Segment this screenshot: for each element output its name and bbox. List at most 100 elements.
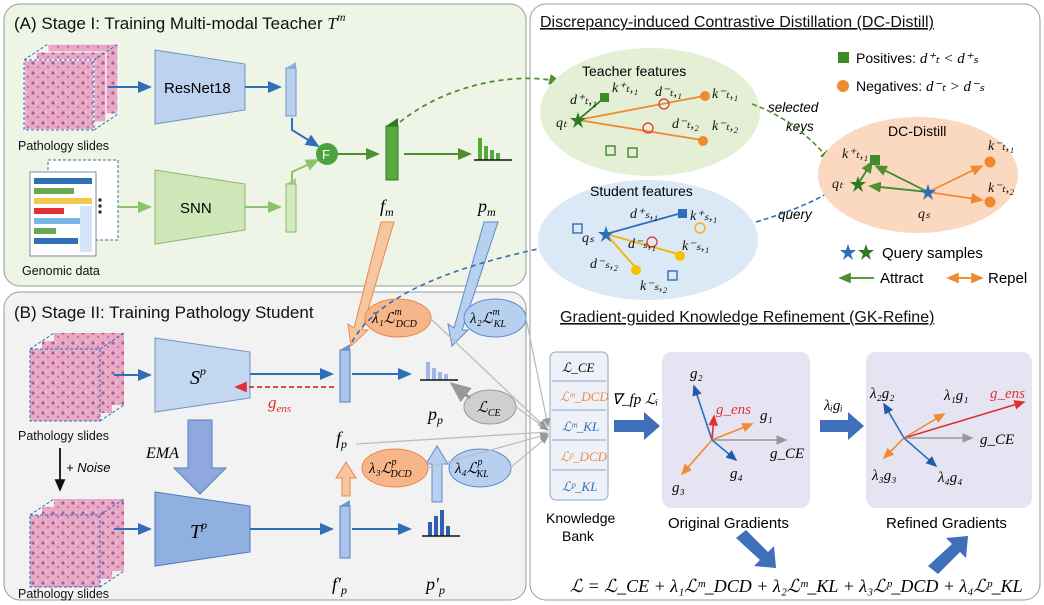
ema-label: EMA [145, 445, 179, 462]
stage1-title: (A) Stage I: Training Multi-modal Teache… [14, 10, 346, 33]
pathology-label-2: Pathology slides [18, 429, 109, 443]
orig-vec-5: g₃ [672, 480, 685, 496]
query-samples-legend-icon [840, 244, 874, 260]
dc-teacher-label-2: d⁻ₜ,₁ [655, 85, 682, 100]
loss-l2-text: λ₂ℒm KL [469, 307, 506, 330]
pathology-stack-3 [29, 498, 125, 588]
fp-label: fp [336, 428, 347, 451]
orig-vec-3: g_CE [770, 446, 804, 462]
resnet18-block [154, 49, 246, 125]
fm-label: fm [380, 196, 394, 219]
dc-box-title: DC-Distill [888, 123, 946, 139]
stage1-panel [3, 3, 527, 287]
eq-arrow-down [736, 530, 776, 568]
loss-oval-l1 [364, 298, 432, 338]
positives-legend: Positives: d⁺ₜ < d⁺ₛ [856, 50, 979, 67]
dc-box-label-0: k⁺ₜ,₁ [842, 147, 868, 162]
bank-item-3: ℒᵖ_DCD [560, 449, 608, 464]
orig-vec-4: g₄ [730, 466, 743, 482]
negatives-legend-marker [837, 80, 849, 92]
attract-legend: Attract [880, 270, 924, 287]
loss-l4-text: λ₄ℒp KL [454, 457, 489, 480]
stage2-title: (B) Stage II: Training Pathology Student [14, 303, 314, 322]
refined-gradients-vectors [882, 400, 1026, 468]
dc-student-label-6: qₛ [582, 231, 595, 246]
scale-label: λᵢgᵢ [823, 398, 843, 414]
dc-teacher-label-6: qₜ [556, 116, 568, 131]
dc-student-label-2: d⁻ₛ,₁ [628, 237, 656, 252]
fusion-node [316, 143, 338, 165]
genomic-data-graphic [29, 159, 119, 257]
fm-feature-bar [385, 118, 399, 181]
dc-teacher-label-0: k⁺ₜ,₁ [612, 81, 638, 96]
grad-arrow [614, 412, 660, 440]
scale-arrow [820, 412, 864, 440]
bank-item-4: ℒᵖ_KL [562, 479, 597, 494]
knowledge-bank-items [552, 380, 606, 471]
student-feature-graph [572, 209, 706, 281]
orig-vec-2: g₁ [760, 408, 773, 424]
dc-student-label-1: k⁺ₛ,₁ [690, 209, 717, 224]
dc-teacher-label-4: d⁻ₜ,₂ [672, 117, 699, 132]
pathology-label-3: Pathology slides [18, 587, 109, 601]
ref-vec-5: λ₄g₄ [937, 470, 962, 486]
fp-prime-feature-bar [339, 500, 351, 559]
bank-item-2: ℒᵐ_KL [562, 419, 599, 434]
student-network [154, 337, 251, 413]
teacher-feature-graph [570, 91, 710, 158]
loss-l1-text: λ₁ℒm DCD [371, 307, 418, 330]
genomic-label: Genomic data [22, 264, 100, 278]
bank-label-1: Knowledge [546, 510, 615, 526]
pp-prime-histogram [422, 510, 460, 537]
dc-box-graph [850, 155, 996, 208]
ref-vec-4: λ₃g₃ [871, 468, 896, 484]
snn-label: SNN [180, 200, 212, 217]
pp-prime-up-arrow [425, 445, 449, 503]
pm-label: pm [476, 196, 496, 219]
orig-vec-1: g_ens [716, 402, 751, 418]
fp-prime-label: f′p [332, 574, 347, 597]
query-samples-legend: Query samples [882, 245, 983, 262]
bank-item-0: ℒ_CE [562, 360, 595, 375]
fusion-label: F [322, 147, 330, 162]
grad-label: ∇_fp ℒᵢ [612, 392, 658, 408]
dc-student-label-5: k⁻ₛ,₂ [640, 279, 667, 294]
pm-histogram [474, 138, 512, 161]
refined-gradients-panel [866, 352, 1032, 508]
dc-student-label-3: k⁻ₛ,₁ [682, 239, 709, 254]
noise-label: + Noise [66, 460, 110, 475]
dc-distill-title: Discrepancy-induced Contrastive Distilla… [540, 14, 934, 31]
repel-legend: Repel [988, 270, 1027, 287]
gens-label: gens [268, 393, 291, 415]
pm-down-arrow [447, 221, 499, 348]
knowledge-bank [549, 351, 609, 501]
path-feature-bar [285, 62, 297, 117]
teacher-network [154, 491, 251, 567]
negatives-legend: Negatives: d⁻ₜ > d⁻ₛ [856, 78, 985, 95]
teacher-label: Tp [190, 518, 207, 543]
total-loss-equation: ℒ = ℒ_CE + λ₁ℒᵐ_DCD + λ₂ℒᵐ_KL + λ₃ℒᵖ_DCD… [570, 576, 1023, 596]
pp-label: pp [426, 404, 443, 427]
pathology-stack-1 [23, 43, 119, 131]
ref-vec-0: λ₂g₂ [869, 386, 894, 402]
query-label: query [778, 207, 813, 222]
ref-vec-1: λ₁g₁ [943, 388, 968, 404]
dc-distill-cloud [818, 117, 1018, 233]
gk-refine-title: Gradient-guided Knowledge Refinement (GK… [560, 309, 934, 326]
ref-vec-3: g_CE [980, 432, 1014, 448]
student-features-label: Student features [590, 183, 693, 199]
bank-item-1: ℒᵐ_DCD [560, 389, 609, 404]
pp-prime-label: p′p [424, 574, 445, 597]
original-gradients-vectors [680, 384, 788, 476]
dc-student-label-0: d⁺ₛ,₁ [630, 207, 658, 222]
refined-gradients-label: Refined Gradients [886, 515, 1007, 532]
selected-keys-label-2: keys [786, 119, 814, 134]
fp-feature-bar [339, 344, 351, 403]
bank-input-arrows [355, 317, 551, 469]
dc-box-label-1: k⁻ₜ,₁ [988, 139, 1014, 154]
pathology-label-1: Pathology slides [18, 139, 109, 153]
dc-teacher-label-5: k⁻ₜ,₂ [712, 119, 738, 134]
dc-box-label-4: qₛ [918, 207, 931, 222]
bank-label-2: Bank [562, 528, 595, 544]
